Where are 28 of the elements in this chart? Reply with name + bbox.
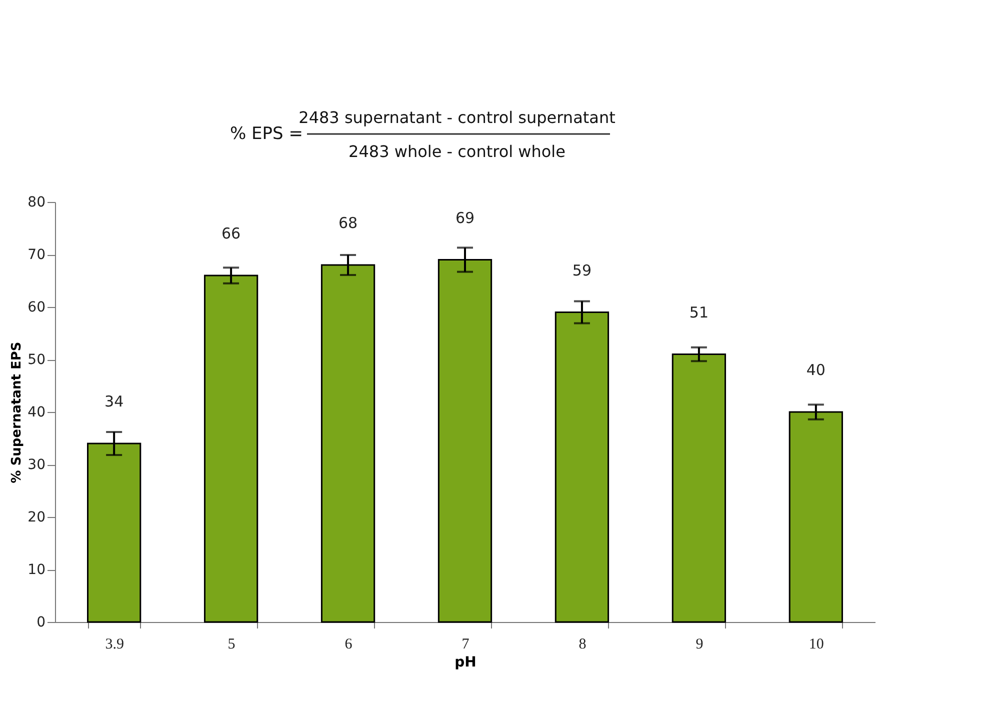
data-label: 66 (222, 224, 241, 242)
x-tick-label: 3.9 (105, 636, 124, 652)
y-tick-label: 40 (28, 404, 46, 420)
data-label: 40 (806, 361, 826, 379)
data-label: 68 (338, 214, 358, 232)
x-tick-label: 8 (578, 636, 586, 652)
y-tick-label: 50 (28, 352, 46, 368)
y-tick-label: 20 (28, 510, 46, 526)
x-tick-label: 10 (808, 636, 824, 652)
data-label: 51 (689, 303, 708, 322)
data-label: 59 (572, 261, 592, 280)
y-tick-label: 0 (36, 614, 46, 630)
x-tick-label: 9 (696, 636, 704, 652)
x-tick-label: 5 (228, 636, 236, 652)
y-axis-title: % Supernatant EPS (10, 342, 25, 484)
y-tick-label: 30 (28, 457, 46, 473)
x-tick-label: 6 (344, 636, 353, 652)
y-tick-label: 80 (28, 194, 46, 210)
y-tick-label: 60 (28, 300, 46, 316)
x-tick-label: 7 (462, 636, 470, 652)
text: 2483 whole - control whole (348, 142, 566, 161)
text: 2483 supernatant - control supernatant (298, 108, 616, 127)
data-label: 34 (104, 392, 124, 410)
y-tick-label: 10 (28, 562, 46, 578)
data-label: 69 (455, 208, 475, 227)
y-tick-label: 70 (28, 247, 46, 263)
text: % EPS = (230, 124, 303, 144)
x-axis-title: pH (454, 654, 476, 670)
